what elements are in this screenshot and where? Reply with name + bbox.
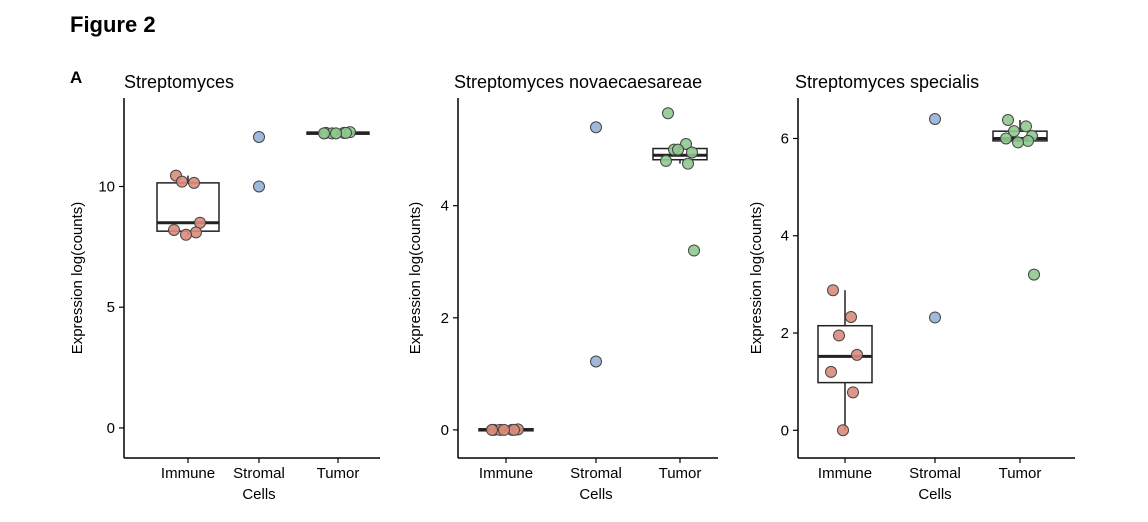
plot3-y-tick-label: 4 [781,228,789,245]
plot2-x-tick-label: Tumor [659,465,702,482]
plot2-point-immune [498,423,510,436]
plot2-title: Streptomyces novaecaesareae [454,72,702,92]
plot2-y-tick-label: 0 [441,422,449,439]
plot2-point-tumor [682,157,694,170]
plot3-point-tumor [1000,132,1012,145]
plot2-y-tick-label: 4 [441,198,449,215]
plot3-point-tumor [1012,136,1024,149]
plot3-point-immune [851,348,863,361]
plot1-point-tumor [340,126,352,139]
plot1-point-stromal [253,131,265,144]
plot1-y-tick-label: 10 [98,179,115,196]
plot1-point-immune [168,223,180,236]
plot1-point-immune [176,175,188,188]
plot3-point-tumor [1022,134,1034,147]
plot3-y-tick-label: 2 [781,325,789,342]
plot2-y-tick-label: 2 [441,310,449,327]
plot3-x-label: Cells [918,486,951,503]
plot1-point-immune [190,226,202,239]
plot2-point-immune [508,423,520,436]
plot3-point-stromal [929,311,941,324]
plot3-point-immune [845,310,857,323]
plot1-point-tumor [330,127,342,140]
plot3-point-immune [847,386,859,399]
plot2-point-stromal [590,355,602,368]
plot3-y-tick-label: 0 [781,422,789,439]
plot2-x-tick-label: Immune [479,465,533,482]
plot1-title: Streptomyces [124,72,234,92]
plot1-point-immune [188,176,200,189]
plot3-point-immune [825,365,837,378]
plot1-x-tick-label: Immune [161,465,215,482]
plot1-y-label: Expression log(counts) [69,202,86,355]
plot2-point-tumor [672,143,684,156]
panel-label: A [70,68,83,87]
plot2-point-immune [486,423,498,436]
plot2-x-label: Cells [579,486,612,503]
plot1-point-immune [180,228,192,241]
plot2-point-stromal [590,121,602,134]
plot1-y-tick-label: 0 [107,420,115,437]
plot3-point-immune [827,284,839,297]
figure-title: Figure 2 [70,12,156,37]
plot3-point-immune [833,329,845,342]
plot3-title: Streptomyces specialis [795,72,979,92]
plot3-point-tumor [1020,120,1032,133]
plot1-y-tick-label: 5 [107,299,115,316]
plot2-y-label: Expression log(counts) [407,202,424,355]
plot3-x-tick-label: Stromal [909,465,961,482]
plot3-point-immune [837,424,849,437]
plot3-y-label: Expression log(counts) [748,202,765,355]
plot1-x-label: Cells [242,486,275,503]
plot2-point-tumor [660,154,672,167]
plot1-point-tumor [318,127,330,140]
plot2-point-tumor [688,244,700,257]
plot1-x-tick-label: Stromal [233,465,285,482]
plot1-point-stromal [253,180,265,193]
plot3-y-tick-label: 6 [781,130,789,147]
plot2-point-tumor [686,146,698,159]
plot3-x-tick-label: Immune [818,465,872,482]
plot3-point-stromal [929,113,941,126]
plot2-x-tick-label: Stromal [570,465,622,482]
plot3-x-tick-label: Tumor [999,465,1042,482]
plot3-point-tumor [1028,268,1040,281]
plot1-x-tick-label: Tumor [317,465,360,482]
plot3-point-tumor [1002,113,1014,126]
plot2-point-tumor [662,107,674,120]
plot3-point-tumor [1008,125,1020,138]
